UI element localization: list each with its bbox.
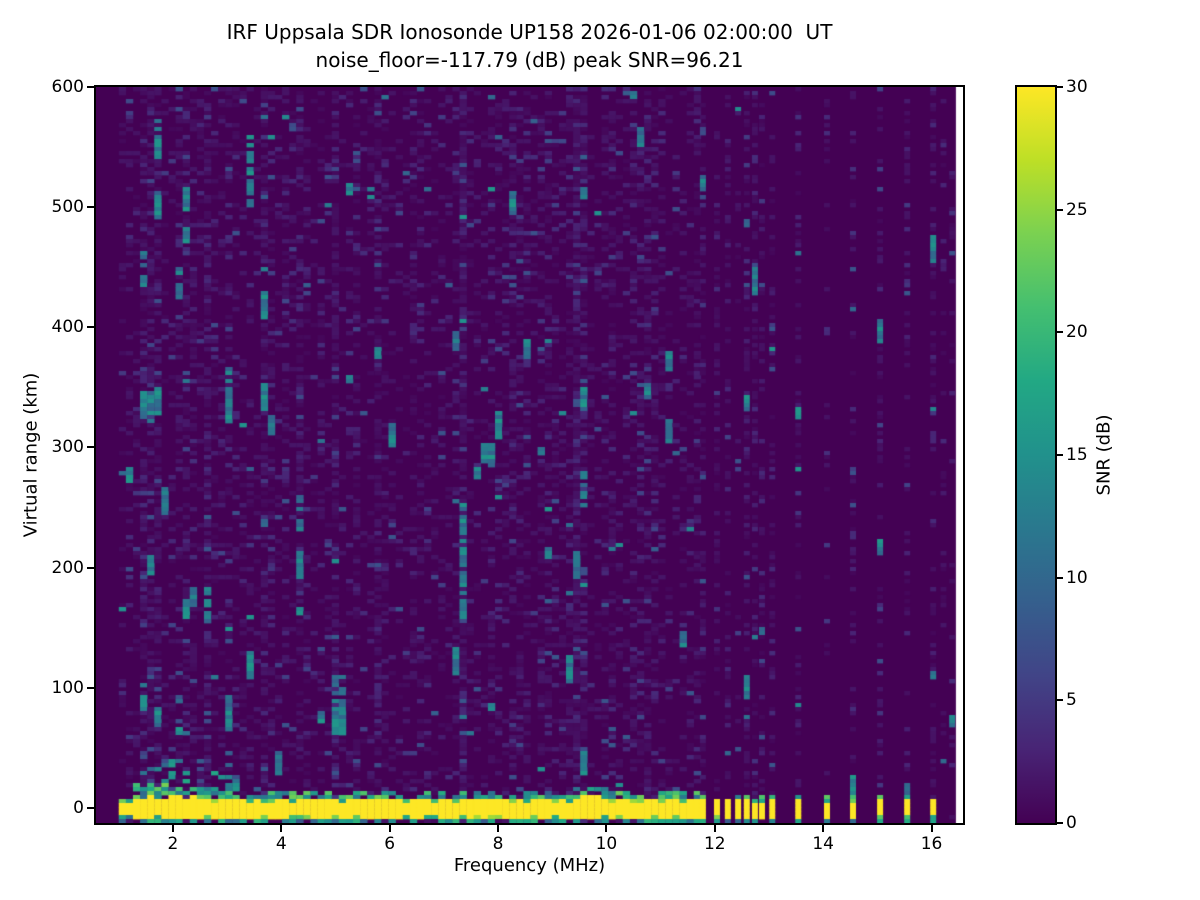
y-tick-label: 100 (51, 677, 84, 698)
y-tickmark (87, 806, 94, 809)
colorbar-tickmark (1057, 331, 1063, 334)
x-tickmark (713, 825, 716, 832)
x-tick-label: 6 (384, 834, 396, 854)
y-tickmark (87, 326, 94, 329)
ionogram-heatmap (96, 87, 963, 823)
chart-title: IRF Uppsala SDR Ionosonde UP158 2026-01-… (226, 20, 833, 44)
y-tick-label: 0 (73, 797, 84, 818)
x-tick-label: 2 (167, 834, 179, 854)
x-tick-label: 16 (920, 834, 943, 854)
colorbar-tick-label: 5 (1066, 690, 1077, 711)
y-tick-label: 300 (51, 437, 84, 458)
y-tickmark (87, 566, 94, 569)
x-tick-label: 10 (595, 834, 618, 854)
y-tickmark (87, 86, 94, 88)
colorbar-tick-label: 25 (1066, 199, 1088, 220)
y-tick-label: 200 (51, 557, 84, 578)
y-tick-label: 500 (51, 197, 84, 218)
colorbar-tickmark (1057, 86, 1063, 88)
colorbar-label: SNR (dB) (1093, 414, 1115, 496)
colorbar-gradient (1017, 87, 1055, 823)
y-tickmark (87, 686, 94, 689)
colorbar-tick-label: 15 (1066, 445, 1088, 465)
chart-subtitle: noise_floor=-117.79 (dB) peak SNR=96.21 (315, 48, 744, 72)
x-tickmark (497, 825, 500, 832)
colorbar-tickmark (1057, 699, 1063, 702)
x-tick-label: 12 (703, 834, 726, 854)
x-tickmark (388, 825, 391, 832)
colorbar-tick-label: 0 (1066, 813, 1077, 833)
x-tick-label: 8 (492, 834, 504, 854)
colorbar-tickmark (1057, 576, 1063, 579)
x-tickmark (280, 825, 283, 832)
y-axis-label: Virtual range (km) (20, 372, 42, 538)
x-tickmark (605, 825, 608, 832)
y-tickmark (87, 206, 94, 209)
y-tick-label: 600 (51, 77, 84, 97)
x-tick-label: 14 (812, 834, 834, 854)
colorbar-tick-label: 20 (1066, 322, 1088, 343)
x-tickmark (822, 825, 825, 832)
x-axis-label: Frequency (MHz) (453, 855, 606, 876)
y-tickmark (87, 446, 94, 449)
x-tickmark (171, 825, 174, 832)
x-tickmark (930, 825, 933, 832)
colorbar-tickmark (1057, 208, 1063, 211)
colorbar-tick-label: 30 (1066, 77, 1088, 97)
colorbar-tickmark (1057, 822, 1063, 824)
y-tick-label: 400 (51, 317, 84, 338)
colorbar-tick-label: 10 (1066, 567, 1088, 588)
colorbar-tickmark (1057, 454, 1063, 456)
x-tick-label: 4 (275, 834, 287, 854)
